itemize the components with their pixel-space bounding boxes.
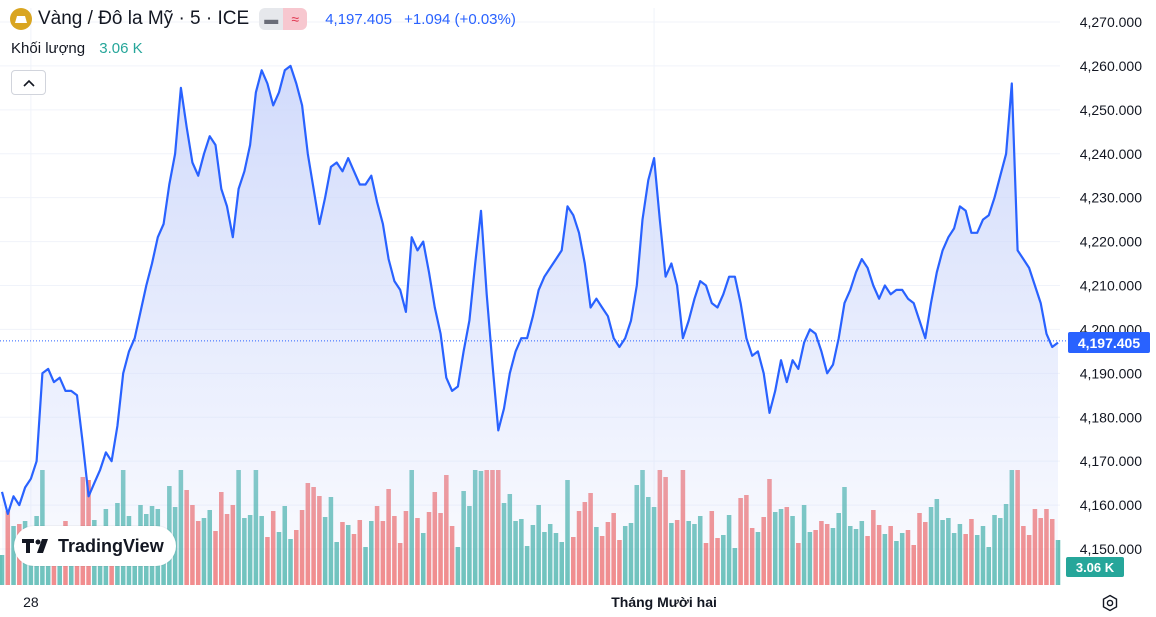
y-axis-labels: 4,270.000 4,260.000 4,250.000 4,240.000 4,23… (1080, 14, 1142, 557)
logo-text: TradingView (58, 535, 164, 556)
last-price-badge: 4,197.405 (1068, 332, 1150, 353)
current-price: 4,197.405 (325, 10, 392, 28)
symbol-title[interactable]: Vàng / Đô la Mỹ · 5 · ICE (38, 8, 250, 29)
y-tick-label: 4,170.000 (1080, 453, 1142, 469)
y-tick-label: 4,190.000 (1080, 365, 1142, 381)
tradingview-logo-icon (22, 539, 48, 553)
y-tick-label: 4,270.000 (1080, 14, 1142, 30)
price-area-fill (2, 65, 1058, 585)
price-readout: 4,197.405 +1.094 (+0.03%) (325, 11, 516, 28)
chevron-up-icon (22, 79, 35, 87)
volume-value: 3.06 K (99, 40, 143, 57)
y-tick-label: 4,220.000 (1080, 234, 1142, 250)
tradingview-logo[interactable]: TradingView (14, 526, 176, 566)
y-tick-label: 4,150.000 (1080, 541, 1142, 557)
chart-header: Vàng / Đô la Mỹ · 5 · ICE ▬ ≈ 4,197.405 … (10, 8, 516, 30)
volume-label[interactable]: Khối lượng (11, 40, 86, 57)
gold-bar-icon (10, 8, 32, 30)
volume-legend: Khối lượng 3.06 K (11, 40, 143, 57)
settings-gear-icon[interactable] (1099, 592, 1121, 614)
price-line (0, 64, 1059, 515)
y-tick-label: 4,230.000 (1080, 190, 1142, 206)
y-tick-label: 4,260.000 (1080, 58, 1142, 74)
y-tick-label: 4,210.000 (1080, 278, 1142, 294)
compare-icon[interactable]: ≈ (283, 8, 308, 30)
y-tick-label: 4,250.000 (1080, 102, 1142, 118)
minus-icon[interactable]: ▬ (259, 8, 284, 30)
y-tick-label: 4,240.000 (1080, 146, 1142, 162)
y-tick-label: 4,180.000 (1080, 409, 1142, 425)
chart-type-toggle[interactable]: ▬ ≈ (259, 8, 308, 30)
x-tick-label: Tháng Mười hai (611, 594, 717, 610)
price-change: +1.094 (+0.03%) (404, 10, 516, 28)
y-tick-label: 4,160.000 (1080, 497, 1142, 513)
x-tick-label: 28 (23, 594, 39, 610)
last-volume-badge: 3.06 K (1066, 557, 1124, 577)
collapse-legend-button[interactable] (11, 70, 46, 95)
